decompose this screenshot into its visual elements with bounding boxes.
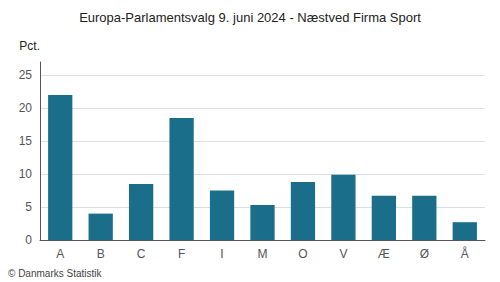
svg-text:© Danmarks Statistik: © Danmarks Statistik: [8, 268, 103, 279]
svg-text:B: B: [97, 247, 105, 261]
svg-text:Æ: Æ: [378, 247, 390, 261]
svg-text:0: 0: [25, 233, 32, 247]
svg-text:M: M: [258, 247, 268, 261]
svg-text:O: O: [298, 247, 307, 261]
svg-text:20: 20: [19, 101, 33, 115]
svg-text:15: 15: [19, 134, 33, 148]
svg-text:I: I: [220, 247, 223, 261]
svg-text:5: 5: [25, 200, 32, 214]
svg-text:A: A: [56, 247, 64, 261]
svg-text:Ø: Ø: [420, 247, 429, 261]
svg-text:Pct.: Pct.: [19, 39, 40, 53]
svg-text:25: 25: [19, 68, 33, 82]
svg-text:V: V: [339, 247, 347, 261]
svg-text:F: F: [178, 247, 185, 261]
svg-text:Å: Å: [461, 246, 469, 261]
svg-text:C: C: [137, 247, 146, 261]
svg-text:Europa-Parlamentsvalg 9. juni: Europa-Parlamentsvalg 9. juni 2024 - Næs…: [79, 10, 421, 25]
svg-text:10: 10: [19, 167, 33, 181]
